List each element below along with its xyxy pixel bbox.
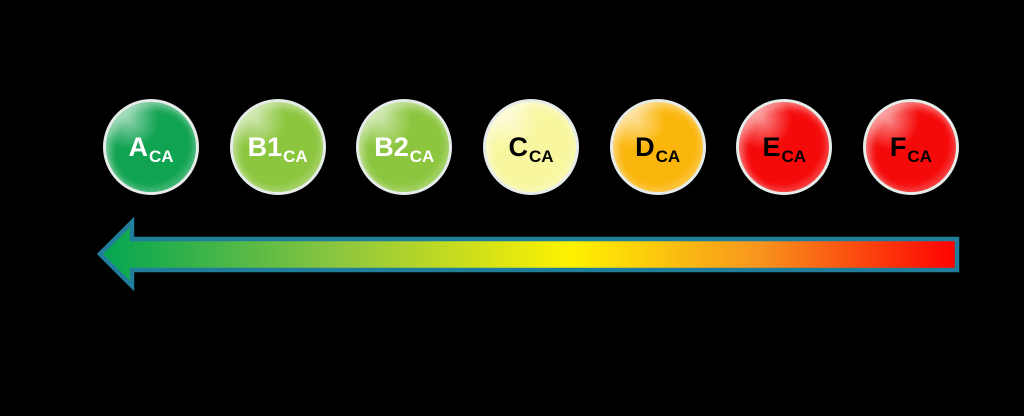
grade-subscript: CA <box>655 146 681 166</box>
grade-subscript: CA <box>528 146 554 166</box>
grade-subscript: CA <box>283 146 308 166</box>
rating-circle-c-ca: C CA <box>482 99 579 195</box>
grade-letter: E <box>762 131 781 162</box>
rating-grade-label: A CA <box>128 131 173 165</box>
rating-circles-row: A CA B1 CA B2 CA C CA D CA E CA F CA <box>103 99 959 195</box>
grade-subscript: CA <box>409 146 435 166</box>
rating-circle-b2-ca: B2 CA <box>356 99 453 195</box>
grade-letter: D <box>635 131 655 162</box>
grade-subscript: CA <box>781 146 807 166</box>
rating-circle-a-ca: A CA <box>103 99 199 195</box>
grade-subscript: CA <box>148 146 174 166</box>
rating-grade-label: B2 CA <box>374 131 434 165</box>
grade-letter: A <box>128 131 148 162</box>
left-arrow-shape <box>96 216 960 292</box>
rating-grade-label: F CA <box>889 131 932 165</box>
grade-letter: C <box>508 131 528 162</box>
rating-circle-e-ca: E CA <box>736 99 833 195</box>
rating-grade-label: D CA <box>635 131 680 165</box>
grade-letter: B1 <box>247 131 283 162</box>
rating-circle-f-ca: F CA <box>862 99 959 195</box>
rating-grade-label: C CA <box>508 131 553 165</box>
grade-letter: B2 <box>374 131 409 162</box>
rating-grade-label: B1 CA <box>247 131 308 165</box>
rating-grade-label: E CA <box>762 131 806 165</box>
grade-letter: F <box>889 131 907 162</box>
rating-circle-b1-ca: B1 CA <box>229 99 326 195</box>
rating-circle-d-ca: D CA <box>609 99 706 195</box>
grade-subscript: CA <box>907 146 932 166</box>
gradient-direction-arrow <box>96 216 960 292</box>
